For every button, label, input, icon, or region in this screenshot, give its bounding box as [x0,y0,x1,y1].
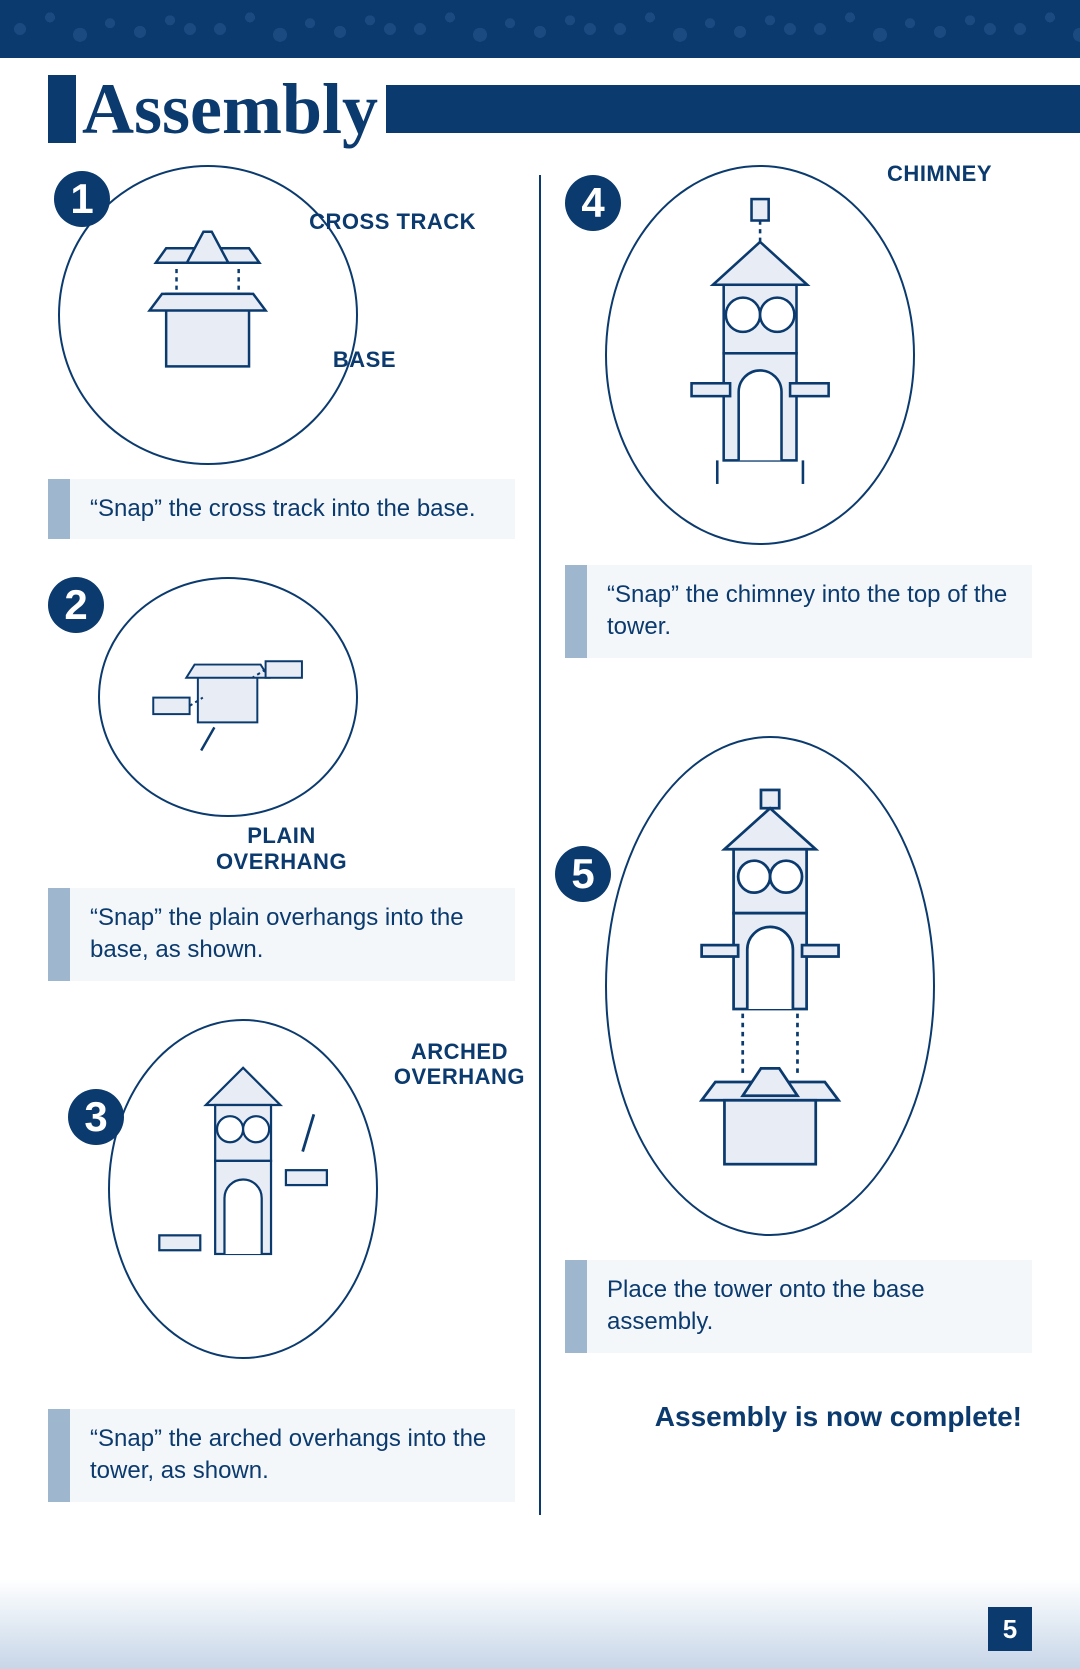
illustration-placeholder [104,211,311,418]
footer-illustration [0,1579,1080,1669]
step-illustration [98,577,358,817]
illustration-placeholder [653,190,867,521]
step-2: 2 PLAIN O [48,577,515,980]
step-3: 3 [48,1019,515,1502]
title-ornament-bar [386,85,1080,133]
part-label-cross-track: CROSS TRACK [309,209,476,234]
page-number: 5 [988,1607,1032,1651]
caption-accent-bar [565,1260,587,1353]
caption-text: “Snap” the chimney into the top of the t… [587,565,1032,658]
step-caption: Place the tower onto the base assembly. [565,1260,1032,1353]
step-number-badge: 1 [54,171,110,227]
step-number-badge: 5 [555,846,611,902]
illustration-placeholder [138,615,317,780]
content-columns: 1 CROSS TRACK BASE [0,145,1080,1555]
caption-accent-bar [48,888,70,981]
step-number-badge: 4 [565,175,621,231]
step-caption: “Snap” the arched overhangs into the tow… [48,1409,515,1502]
footer: 5 [0,1579,1080,1669]
caption-text: Place the tower onto the base assembly. [587,1260,1032,1353]
step-caption: “Snap” the plain overhangs into the base… [48,888,515,981]
illustration-placeholder [656,763,884,1209]
header-pattern-bar [0,0,1080,58]
step-caption: “Snap” the cross track into the base. [48,479,515,539]
illustration-placeholder [150,1046,336,1332]
step-1: 1 CROSS TRACK BASE [48,165,515,539]
step-number-badge: 2 [48,577,104,633]
part-label-arched-overhang: ARCHED OVERHANG [394,1039,525,1090]
step-illustration [605,165,915,545]
step-4: 4 CHIMNEY [565,165,1032,658]
step-5: 5 [565,736,1032,1353]
part-label-base: BASE [333,347,396,372]
part-label-chimney: CHIMNEY [887,161,992,186]
title-row: Assembly [48,73,1080,145]
caption-accent-bar [565,565,587,658]
step-illustration [605,736,935,1236]
caption-text: “Snap” the cross track into the base. [70,479,515,539]
step-number-badge: 3 [68,1089,124,1145]
caption-text: “Snap” the plain overhangs into the base… [70,888,515,981]
column-right: 4 CHIMNEY [541,165,1032,1555]
step-illustration [108,1019,378,1359]
step-caption: “Snap” the chimney into the top of the t… [565,565,1032,658]
page-title: Assembly [76,73,386,145]
completion-message: Assembly is now complete! [565,1401,1032,1433]
column-left: 1 CROSS TRACK BASE [48,165,539,1555]
caption-text: “Snap” the arched overhangs into the tow… [70,1409,515,1502]
title-ornament-left [48,75,76,143]
caption-accent-bar [48,1409,70,1502]
part-label-plain-overhang: PLAIN OVERHANG [182,823,382,874]
caption-accent-bar [48,479,70,539]
